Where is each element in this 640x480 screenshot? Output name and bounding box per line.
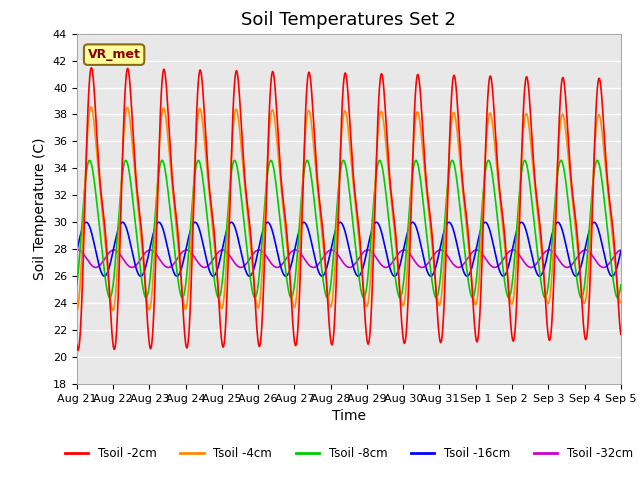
Tsoil -16cm <box>445 219 452 225</box>
Tsoil -8cm <box>566 210 573 216</box>
Legend: Tsoil -2cm, Tsoil -4cm, Tsoil -8cm, Tsoil -16cm, Tsoil -32cm: Tsoil -2cm, Tsoil -4cm, Tsoil -8cm, Tsoi… <box>60 443 637 465</box>
Line: Tsoil -4cm: Tsoil -4cm <box>77 107 621 311</box>
Tsoil -8cm <box>617 282 625 288</box>
Tsoil -8cm <box>402 252 410 258</box>
Tsoil -8cm <box>195 157 202 163</box>
Tsoil -2cm <box>617 330 625 336</box>
Tsoil -4cm <box>73 308 81 313</box>
Tsoil -2cm <box>617 332 625 337</box>
Tsoil -32cm <box>189 252 197 258</box>
Tsoil -2cm <box>73 342 81 348</box>
Tsoil -2cm <box>88 65 95 71</box>
Tsoil -8cm <box>225 196 233 202</box>
Tsoil -32cm <box>73 247 81 253</box>
Tsoil -2cm <box>566 154 573 159</box>
Y-axis label: Soil Temperature (C): Soil Temperature (C) <box>33 138 47 280</box>
Tsoil -16cm <box>566 258 573 264</box>
Line: Tsoil -2cm: Tsoil -2cm <box>77 68 621 350</box>
Line: Tsoil -16cm: Tsoil -16cm <box>77 222 621 276</box>
Tsoil -32cm <box>291 247 299 253</box>
Text: VR_met: VR_met <box>88 48 141 61</box>
Tsoil -4cm <box>189 187 197 192</box>
Tsoil -8cm <box>73 282 81 288</box>
Tsoil -2cm <box>225 232 233 238</box>
Tsoil -8cm <box>360 295 367 300</box>
Tsoil -2cm <box>412 88 419 94</box>
Title: Soil Temperatures Set 2: Soil Temperatures Set 2 <box>241 11 456 29</box>
Tsoil -16cm <box>617 248 625 254</box>
Tsoil -8cm <box>412 157 419 163</box>
Tsoil -8cm <box>617 283 625 289</box>
Tsoil -32cm <box>310 264 317 270</box>
Tsoil -16cm <box>463 273 471 279</box>
Tsoil -16cm <box>189 221 197 227</box>
Tsoil -2cm <box>74 347 82 353</box>
Tsoil -16cm <box>73 248 81 254</box>
Tsoil -16cm <box>412 222 419 228</box>
Tsoil -16cm <box>225 222 232 228</box>
Tsoil -32cm <box>412 259 419 265</box>
Tsoil -32cm <box>225 252 232 257</box>
Line: Tsoil -8cm: Tsoil -8cm <box>77 160 621 298</box>
Tsoil -8cm <box>189 187 197 192</box>
Tsoil -4cm <box>412 118 419 123</box>
Tsoil -32cm <box>566 264 573 270</box>
Tsoil -4cm <box>87 104 95 110</box>
Tsoil -2cm <box>190 202 198 207</box>
Tsoil -32cm <box>402 248 410 253</box>
Tsoil -4cm <box>402 287 410 292</box>
Tsoil -32cm <box>617 247 625 253</box>
Tsoil -2cm <box>402 332 410 338</box>
Tsoil -4cm <box>225 207 233 213</box>
Tsoil -4cm <box>565 165 573 170</box>
Tsoil -4cm <box>617 300 625 305</box>
Tsoil -4cm <box>617 300 625 305</box>
Line: Tsoil -32cm: Tsoil -32cm <box>77 250 621 267</box>
Tsoil -32cm <box>617 247 625 253</box>
X-axis label: Time: Time <box>332 409 366 423</box>
Tsoil -16cm <box>402 237 410 242</box>
Tsoil -16cm <box>617 249 625 255</box>
